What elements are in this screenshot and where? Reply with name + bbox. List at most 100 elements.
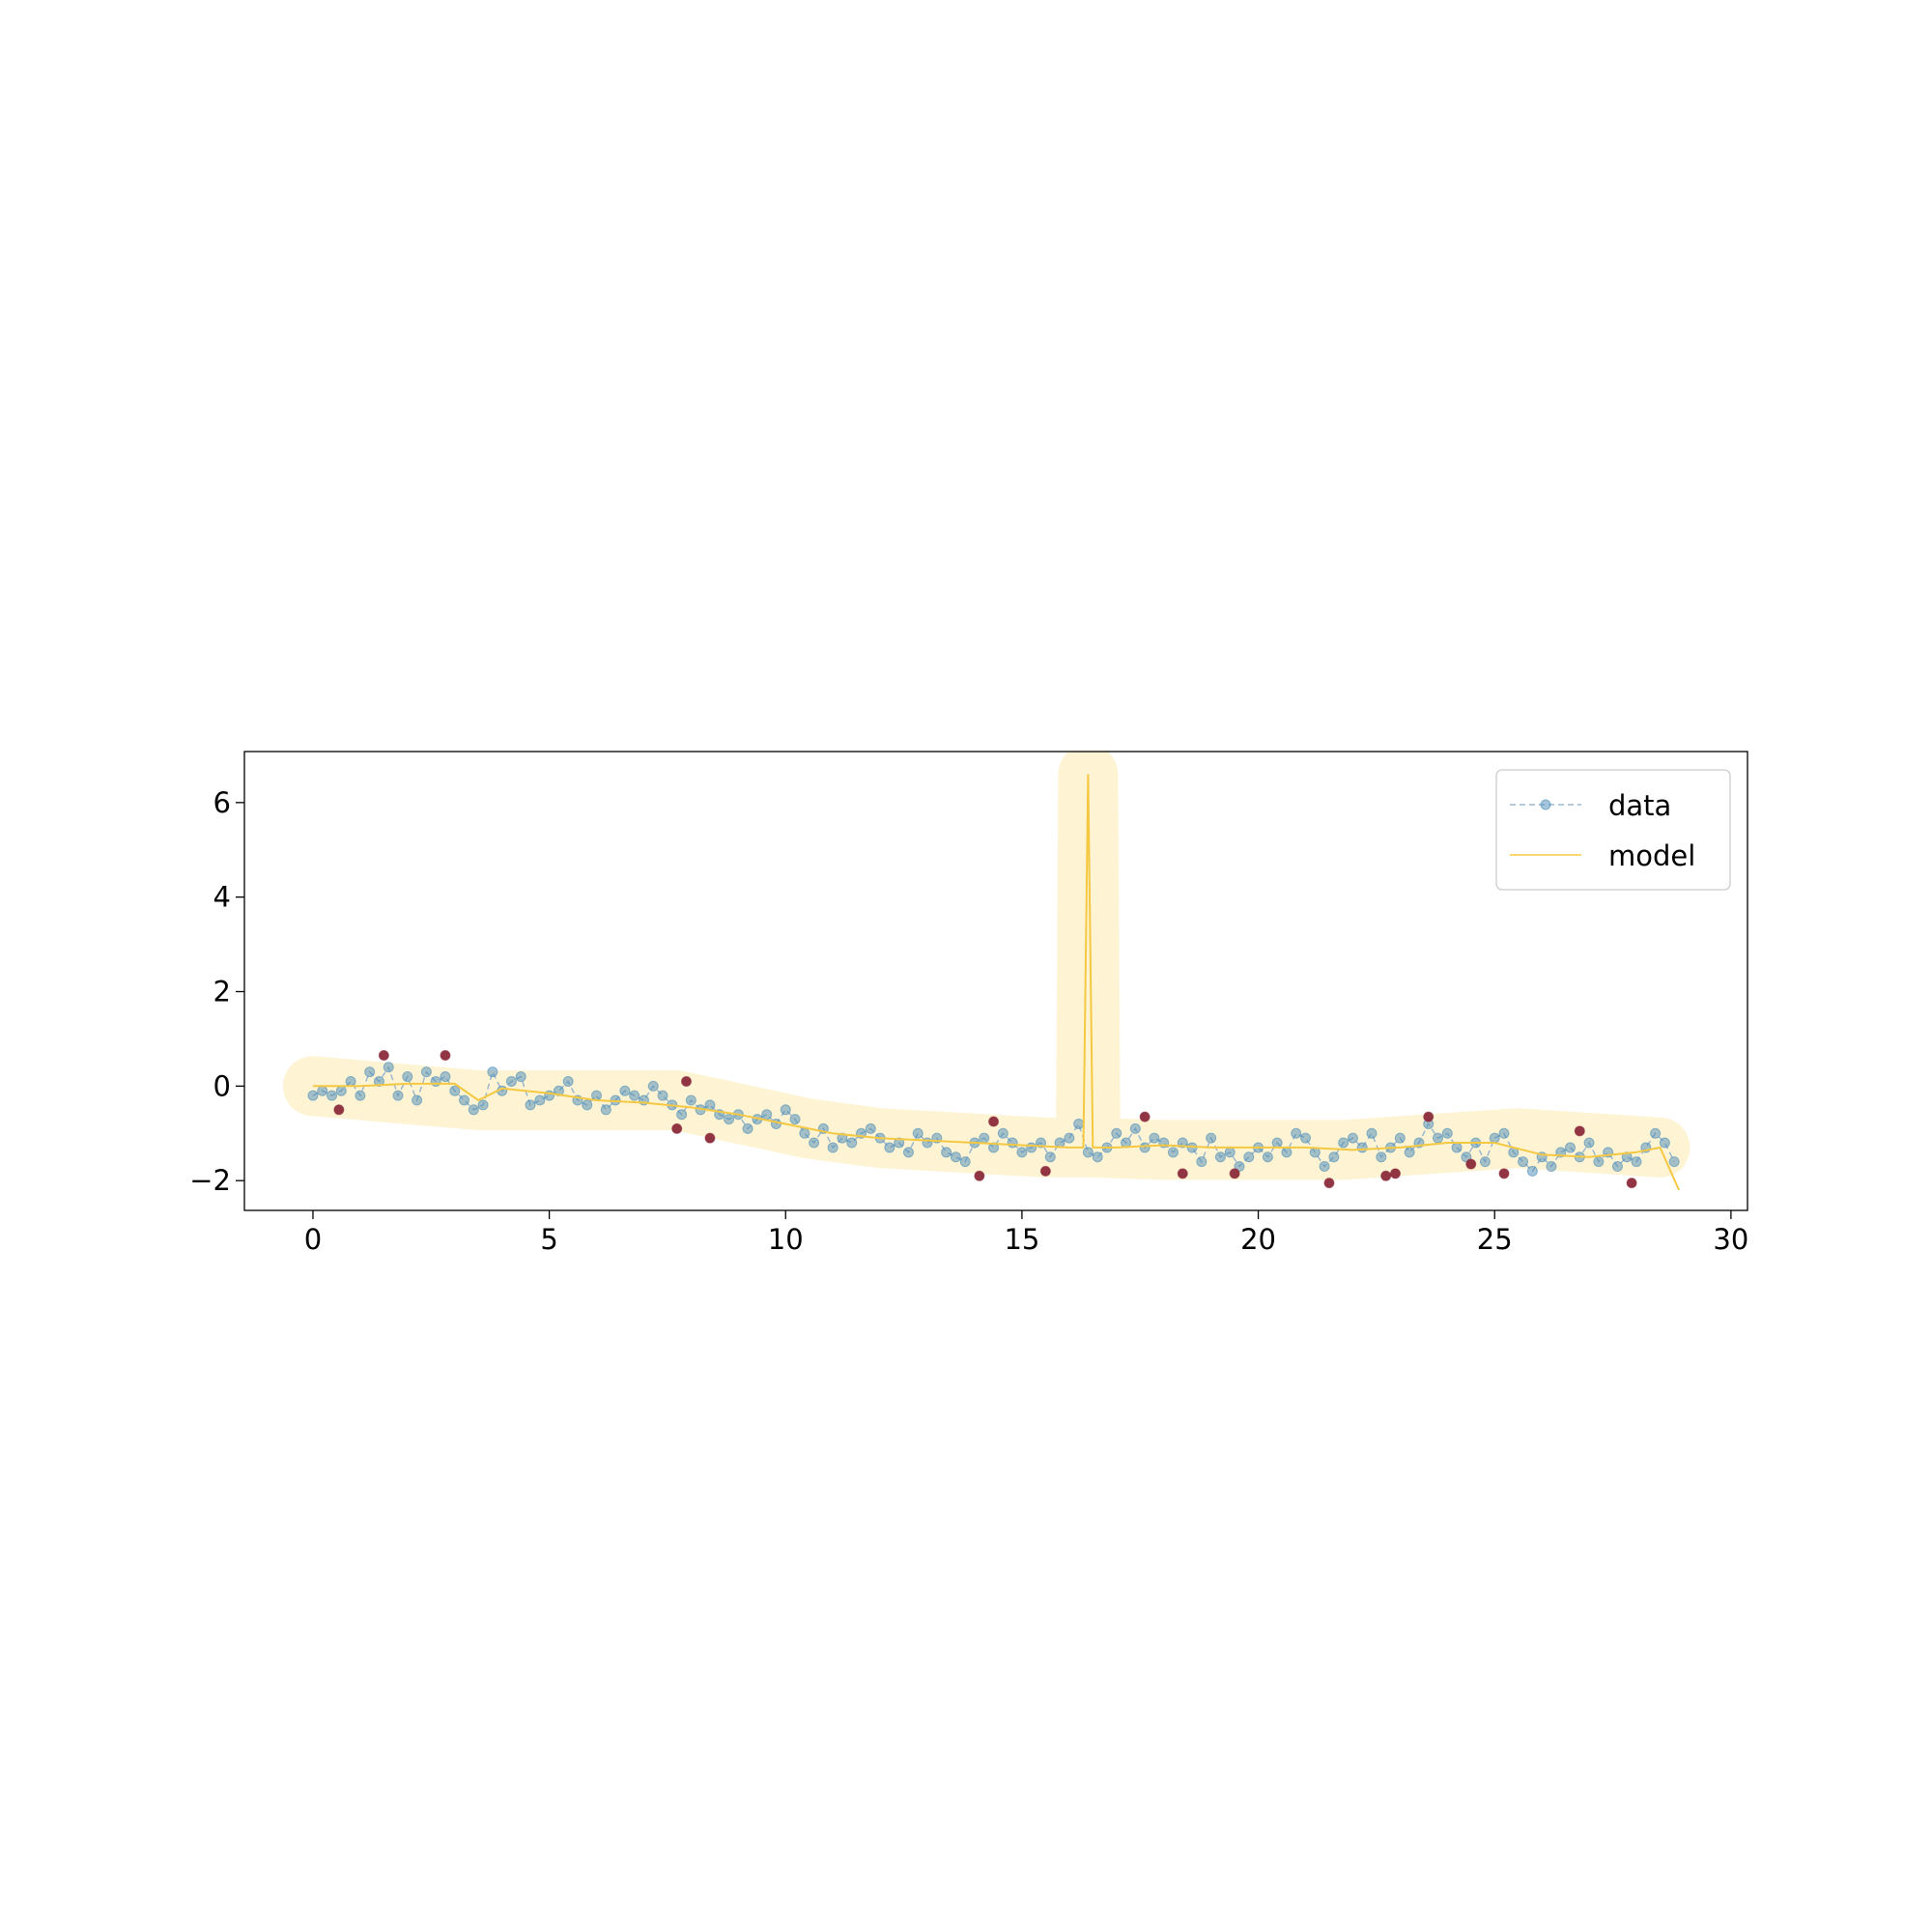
data-point (1583, 1137, 1595, 1149)
data-point (1668, 1156, 1680, 1168)
legend-box (1495, 769, 1731, 891)
data-point (1064, 1132, 1075, 1144)
data-point (884, 1142, 895, 1153)
data-point (1299, 1132, 1311, 1144)
data-point (1139, 1142, 1151, 1153)
data-point (468, 1104, 479, 1116)
data-point (420, 1066, 432, 1078)
x-tick-label: 30 (1713, 1223, 1748, 1256)
outlier-point (440, 1050, 451, 1062)
data-point (1650, 1127, 1662, 1139)
y-tick-label: 4 (213, 881, 231, 914)
data-point (1498, 1127, 1510, 1139)
data-point (1451, 1142, 1463, 1153)
data-point (789, 1114, 801, 1125)
data-point (1092, 1151, 1103, 1163)
data-point (657, 1090, 668, 1101)
y-tick-label: 2 (213, 976, 231, 1009)
data-point (619, 1085, 631, 1096)
outlier-point (1498, 1168, 1510, 1179)
data-point (1394, 1132, 1406, 1144)
data-point (902, 1147, 914, 1158)
outlier-point (671, 1122, 683, 1134)
data-point (761, 1109, 773, 1121)
data-point (327, 1090, 338, 1101)
data-point (1479, 1156, 1491, 1168)
data-point (1007, 1137, 1018, 1149)
outlier-point (704, 1132, 716, 1144)
y-tick-label: −2 (189, 1164, 231, 1197)
data-point (562, 1075, 574, 1087)
data-point (988, 1142, 1000, 1153)
data-point (1611, 1161, 1623, 1173)
data-point (629, 1090, 640, 1101)
data-point (1111, 1127, 1122, 1139)
y-tick-label: 0 (213, 1069, 231, 1102)
plot-area (282, 752, 1690, 1191)
x-tick-label: 5 (540, 1223, 557, 1256)
data-point (809, 1137, 820, 1149)
data-point (676, 1109, 688, 1121)
outlier-point (1574, 1125, 1585, 1137)
data-point (647, 1080, 659, 1092)
data-point (1262, 1151, 1273, 1163)
x-tick-label: 10 (768, 1223, 804, 1256)
data-point (307, 1090, 319, 1101)
x-tick-label: 20 (1240, 1223, 1276, 1256)
outlier-point (333, 1104, 345, 1116)
data-point (1356, 1142, 1368, 1153)
data-point (685, 1094, 696, 1106)
outlier-point (1389, 1168, 1401, 1179)
data-point (799, 1127, 810, 1139)
outlier-point (974, 1170, 985, 1181)
data-point (997, 1127, 1009, 1139)
data-point (373, 1075, 384, 1087)
data-point (553, 1085, 564, 1096)
data-point (1016, 1147, 1028, 1158)
data-point (1073, 1118, 1085, 1129)
data-point (412, 1094, 423, 1106)
x-tick-label: 0 (304, 1223, 322, 1256)
data-point (364, 1066, 376, 1078)
legend-label: model (1608, 839, 1695, 872)
data-point (959, 1156, 971, 1168)
data-point (837, 1132, 848, 1144)
outlier-point (378, 1050, 389, 1062)
data-point (515, 1071, 526, 1083)
outlier-point (1380, 1170, 1392, 1181)
outlier-point (1465, 1158, 1477, 1170)
outlier-point (1039, 1165, 1051, 1177)
data-point (894, 1137, 905, 1149)
data-point (724, 1114, 735, 1125)
outlier-point (988, 1116, 1000, 1127)
data-point (1224, 1147, 1236, 1158)
data-point (1328, 1151, 1340, 1163)
data-point (1291, 1127, 1302, 1139)
data-point (846, 1137, 858, 1149)
data-point (704, 1099, 716, 1111)
data-point (1659, 1137, 1670, 1149)
data-point (600, 1104, 611, 1116)
legend-marker (1540, 799, 1551, 810)
outlier-point (1139, 1111, 1151, 1122)
data-point (449, 1085, 461, 1096)
data-point (525, 1099, 536, 1111)
data-point (1206, 1132, 1217, 1144)
data-point (1621, 1151, 1633, 1163)
data-point (1347, 1132, 1358, 1144)
data-point (1281, 1147, 1293, 1158)
data-point (1082, 1147, 1094, 1158)
data-point (345, 1075, 356, 1087)
data-point (1214, 1151, 1226, 1163)
data-point (1518, 1156, 1529, 1168)
data-point (402, 1071, 413, 1083)
data-point (1044, 1151, 1056, 1163)
x-tick-label: 25 (1477, 1223, 1513, 1256)
data-point (440, 1071, 451, 1083)
data-point (1404, 1147, 1415, 1158)
outlier-point (1229, 1168, 1240, 1179)
data-point (1338, 1137, 1350, 1149)
data-point (487, 1066, 498, 1078)
